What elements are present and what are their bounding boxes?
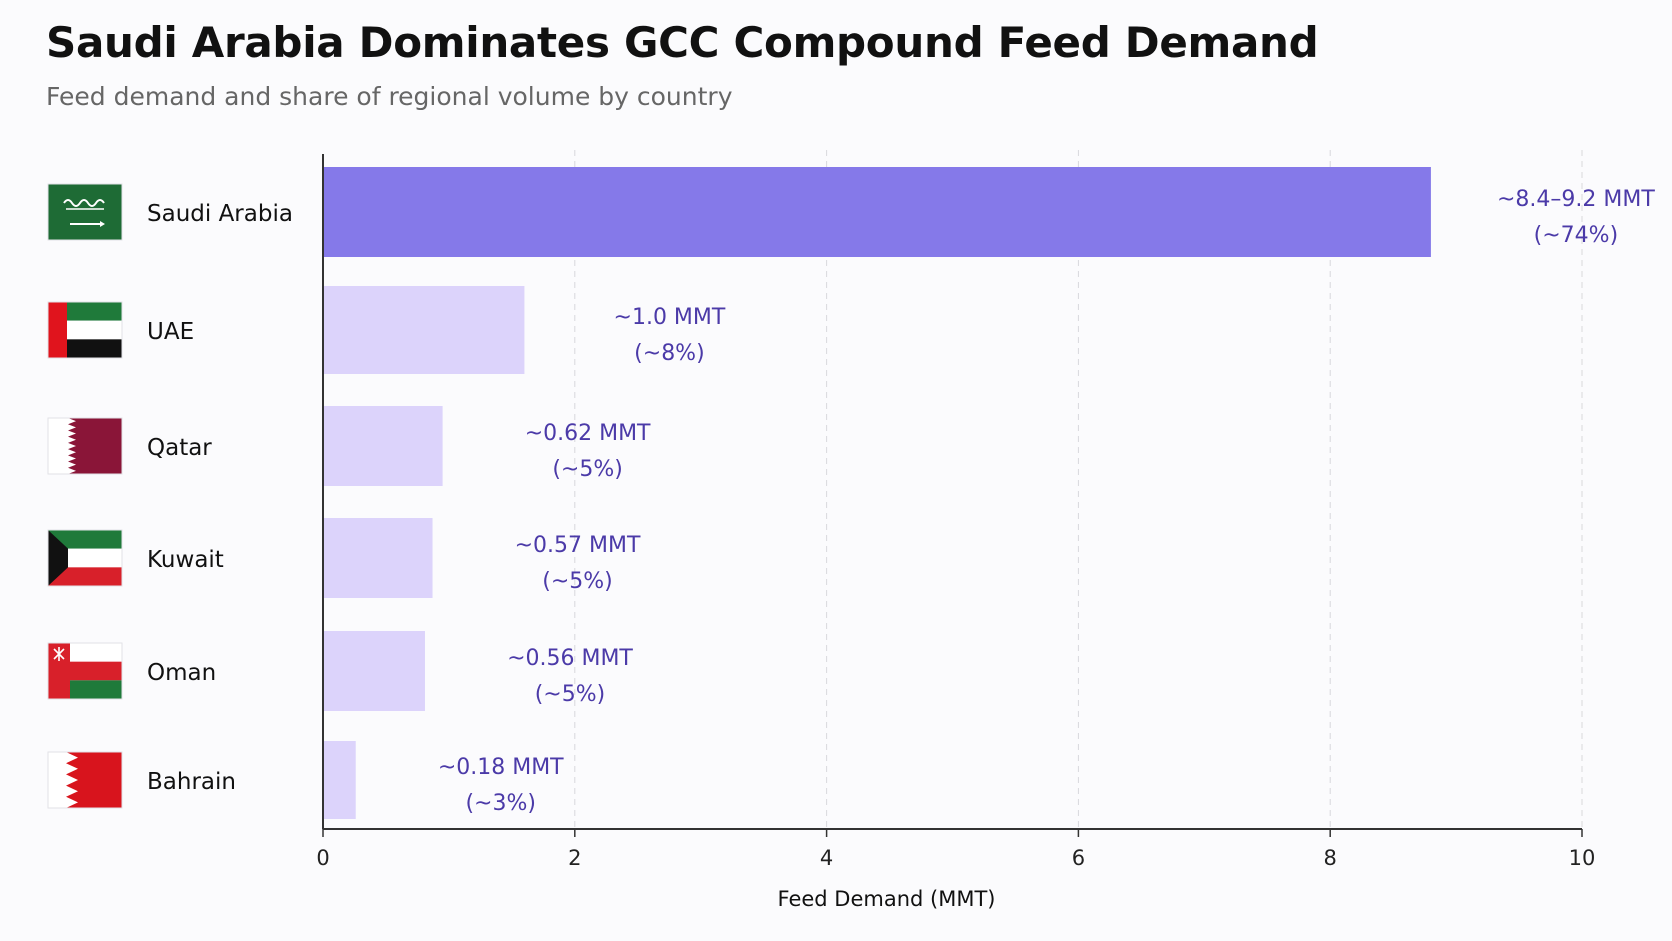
axes: 0 2 4 6 8 10 (316, 154, 1595, 870)
x-tick-label: 8 (1324, 846, 1337, 870)
category-label: Oman (147, 660, 216, 686)
gridlines (574, 150, 1583, 829)
labels: ~8.4–9.2 MMT (~74%) Saudi Arabia ~1.0 MMT (~… (147, 187, 1655, 816)
bahrain-flag-icon (48, 752, 122, 808)
category-label: UAE (147, 319, 194, 345)
share-label: (~3%) (465, 791, 536, 816)
share-label: (~74%) (1534, 223, 1619, 248)
x-axis-title: Feed Demand (MMT) (778, 887, 996, 911)
flag-border (47, 642, 123, 700)
uae-flag-icon (48, 302, 122, 358)
bar-uae (323, 286, 525, 374)
bars (323, 167, 1431, 819)
share-label: (~8%) (634, 341, 705, 366)
value-label: ~8.4–9.2 MMT (1497, 187, 1655, 212)
chart-subtitle: Feed demand and share of regional volume… (46, 82, 733, 111)
flag-border (47, 301, 123, 359)
x-tick-label: 4 (820, 846, 833, 870)
oman-flag-icon (48, 643, 122, 699)
share-label: (~5%) (552, 457, 623, 482)
category-label: Kuwait (147, 547, 224, 573)
bar-kuwait (323, 518, 433, 598)
value-label: ~0.62 MMT (525, 421, 651, 446)
value-label: ~0.56 MMT (507, 646, 633, 671)
chart-title: Saudi Arabia Dominates GCC Compound Feed… (46, 18, 1319, 67)
value-label: ~1.0 MMT (614, 305, 726, 330)
share-label: (~5%) (542, 569, 613, 594)
kuwait-flag-icon (48, 530, 122, 586)
category-label: Qatar (147, 435, 212, 461)
bar-qatar (323, 406, 443, 486)
saudi-arabia-flag-icon (48, 184, 122, 240)
flags (47, 183, 123, 809)
flag-border (47, 417, 123, 475)
x-tick-label: 2 (568, 846, 581, 870)
x-tick-label: 10 (1569, 846, 1596, 870)
qatar-flag-icon (48, 418, 122, 474)
category-label: Saudi Arabia (147, 201, 293, 227)
value-label: ~0.57 MMT (515, 533, 641, 558)
bar-bahrain (323, 741, 356, 819)
value-label: ~0.18 MMT (438, 755, 564, 780)
flag-border (47, 183, 123, 241)
category-label: Bahrain (147, 769, 236, 795)
x-tick-label: 0 (316, 846, 329, 870)
share-label: (~5%) (535, 682, 606, 707)
bar-oman (323, 631, 425, 711)
x-tick-label: 6 (1072, 846, 1085, 870)
flag-border (47, 751, 123, 809)
bar-saudi-arabia (323, 167, 1431, 257)
flag-border (47, 529, 123, 587)
